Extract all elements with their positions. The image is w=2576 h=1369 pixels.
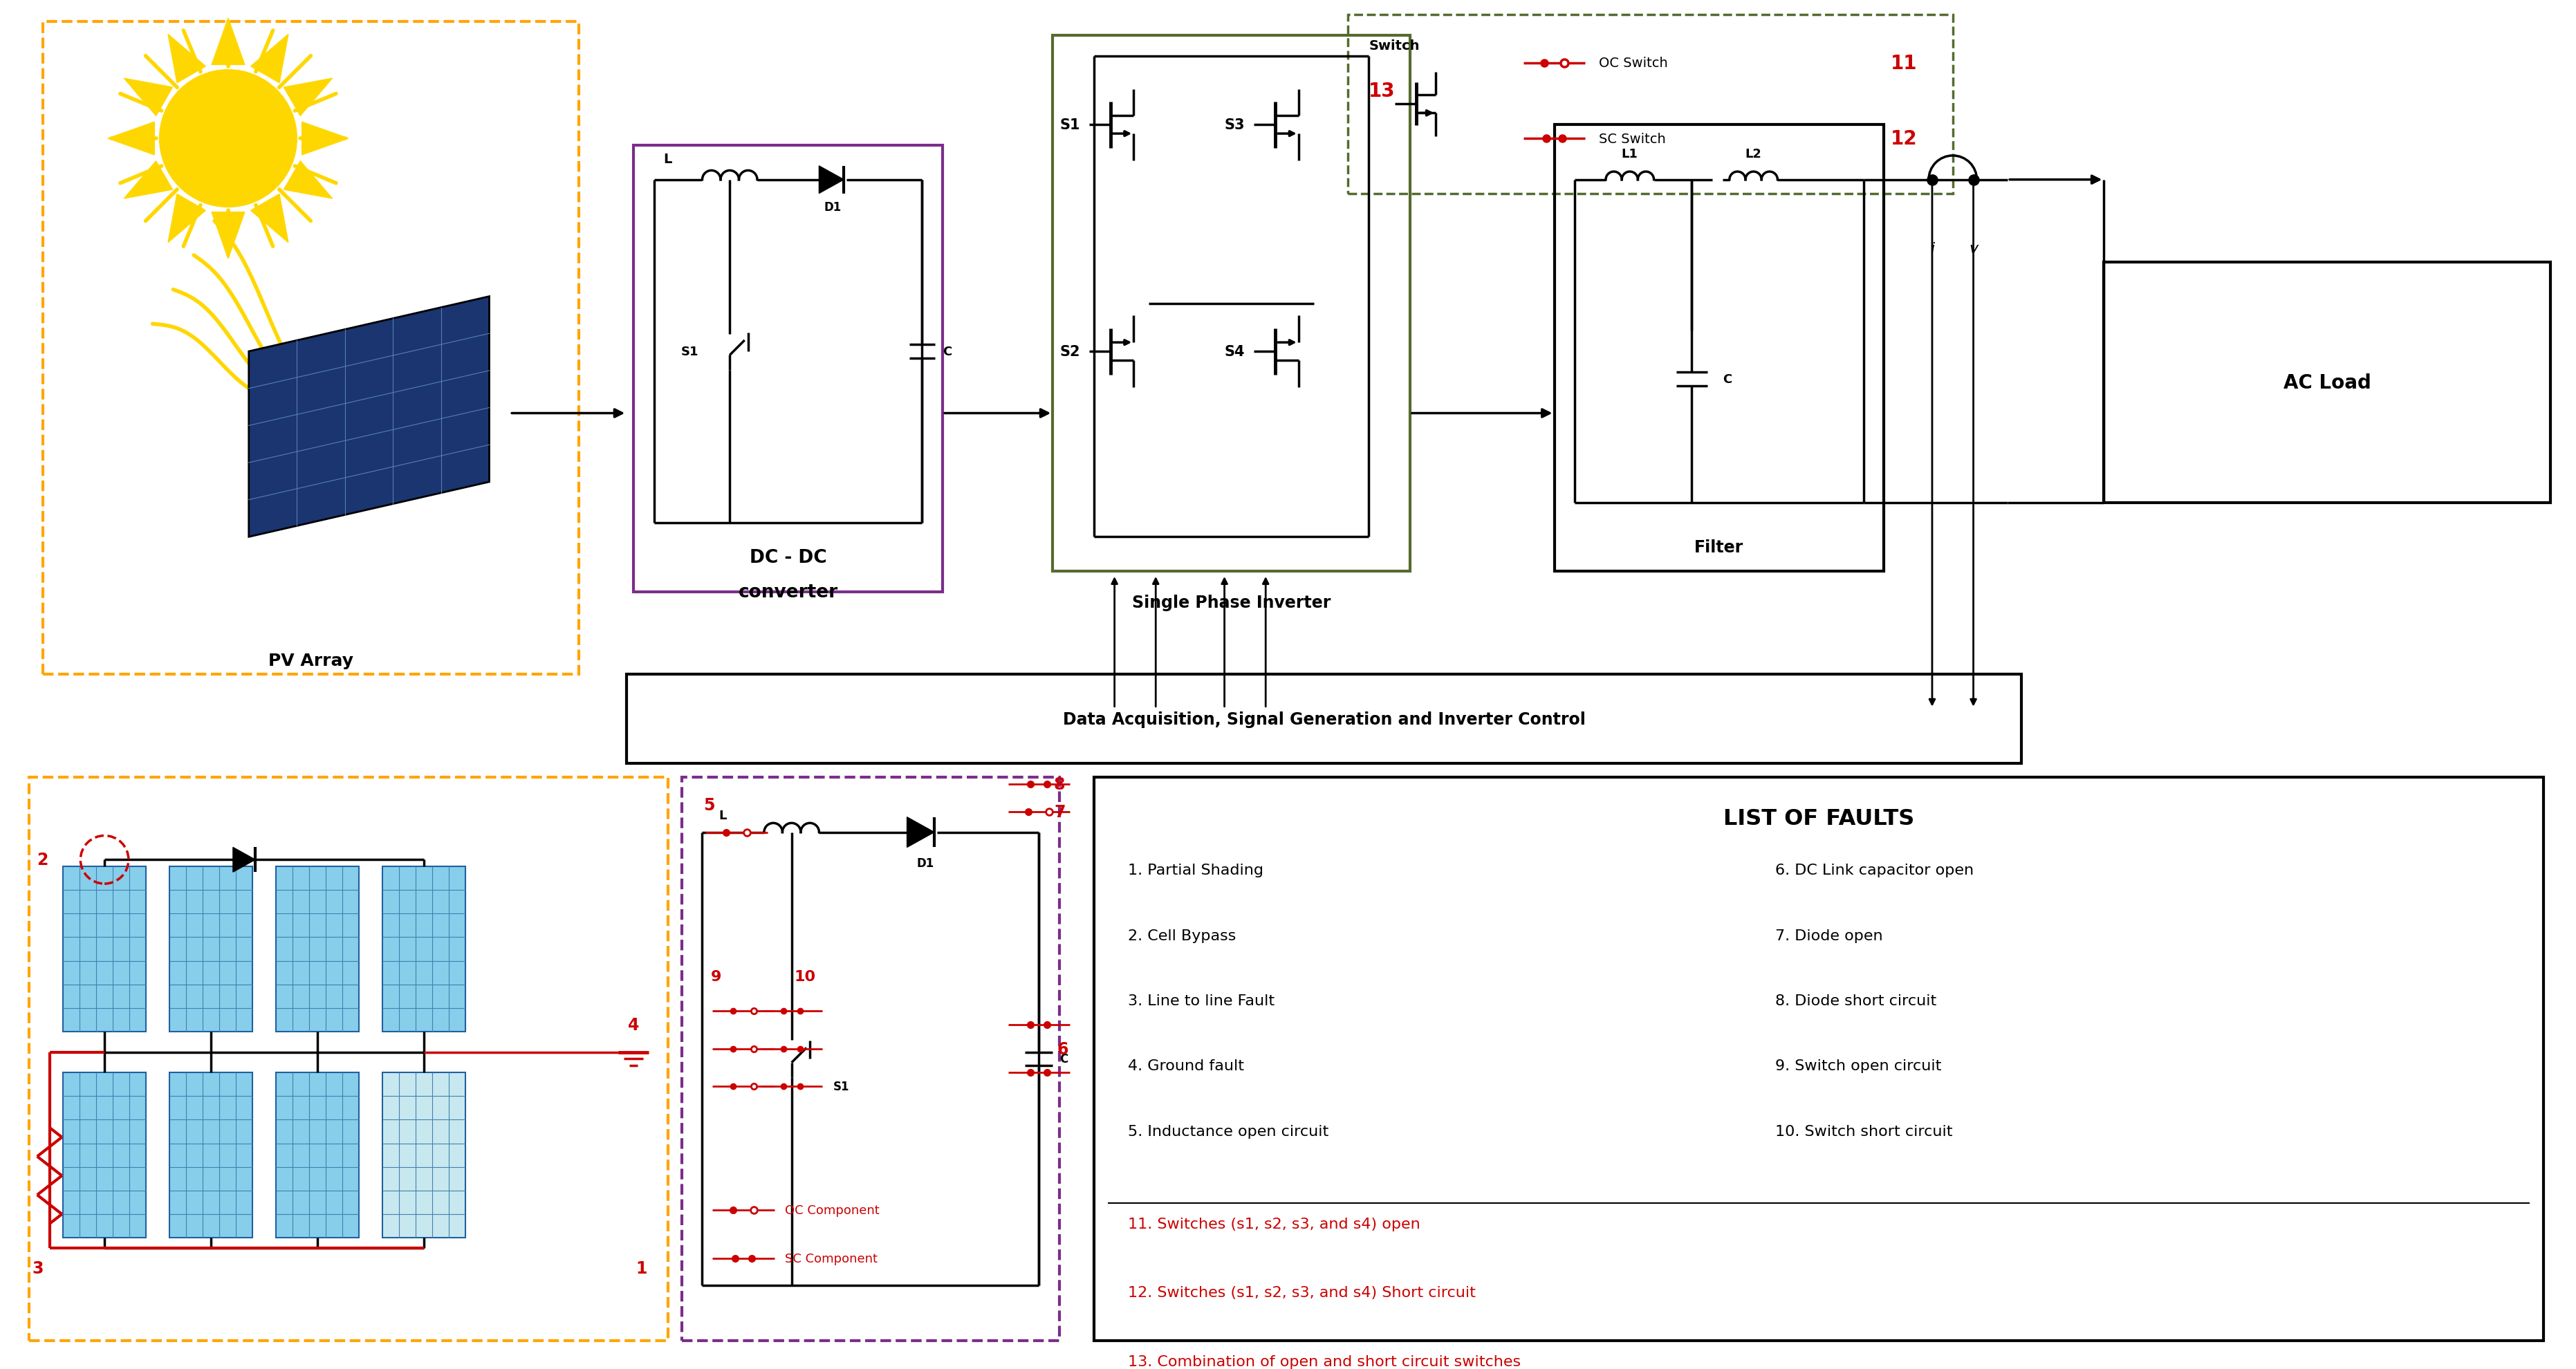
Text: 8: 8	[1054, 776, 1066, 793]
Text: 5: 5	[703, 797, 714, 813]
Polygon shape	[250, 297, 489, 537]
Bar	[1553, 125, 1883, 571]
Polygon shape	[211, 19, 245, 66]
Text: Filter: Filter	[1695, 539, 1744, 556]
Text: DC - DC: DC - DC	[750, 549, 827, 567]
Polygon shape	[124, 79, 173, 116]
Bar	[1095, 778, 2543, 1340]
Circle shape	[160, 70, 296, 208]
Text: AC Load: AC Load	[2282, 372, 2370, 393]
Bar	[384, 867, 466, 1032]
Text: 10. Switch short circuit: 10. Switch short circuit	[1775, 1124, 1953, 1138]
Text: L: L	[719, 809, 726, 821]
Text: 11. Switches (s1, s2, s3, and s4) open: 11. Switches (s1, s2, s3, and s4) open	[1128, 1217, 1419, 1231]
Text: 2. Cell Bypass: 2. Cell Bypass	[1128, 928, 1236, 942]
Text: 12: 12	[1891, 129, 1917, 149]
Text: i: i	[1929, 242, 1935, 256]
Text: 1: 1	[636, 1259, 647, 1277]
Text: 5. Inductance open circuit: 5. Inductance open circuit	[1128, 1124, 1329, 1138]
Text: C: C	[1059, 1053, 1069, 1065]
Text: S1: S1	[1059, 118, 1079, 133]
Bar	[634, 146, 943, 593]
Text: 13. Combination of open and short circuit switches: 13. Combination of open and short circui…	[1128, 1354, 1522, 1368]
Polygon shape	[124, 162, 173, 199]
Text: D1: D1	[824, 201, 842, 214]
Text: 2: 2	[36, 852, 49, 868]
Bar	[64, 867, 147, 1032]
Polygon shape	[108, 122, 155, 156]
Bar	[626, 675, 2022, 764]
Text: C: C	[1723, 374, 1731, 386]
Bar	[1347, 15, 1953, 194]
Text: L1: L1	[1620, 148, 1638, 160]
Text: 7. Diode open: 7. Diode open	[1775, 928, 1883, 942]
Text: OC Component: OC Component	[786, 1203, 878, 1216]
Bar	[44, 22, 580, 675]
Polygon shape	[211, 212, 245, 259]
Text: 3. Line to line Fault: 3. Line to line Fault	[1128, 994, 1275, 1008]
Text: S3: S3	[1224, 118, 1244, 133]
Text: Data Acquisition, Signal Generation and Inverter Control: Data Acquisition, Signal Generation and …	[1064, 711, 1584, 727]
Bar	[64, 1073, 147, 1238]
Polygon shape	[907, 817, 935, 847]
Text: L: L	[665, 153, 672, 166]
Text: S1: S1	[832, 1080, 850, 1092]
Polygon shape	[283, 162, 332, 199]
Text: OC Switch: OC Switch	[1600, 57, 1667, 70]
Text: v: v	[1968, 242, 1978, 256]
Polygon shape	[167, 36, 206, 84]
Text: 6: 6	[1056, 1040, 1069, 1057]
Polygon shape	[283, 79, 332, 116]
Text: PV Array: PV Array	[268, 653, 353, 669]
Text: S1: S1	[680, 345, 698, 359]
Text: 6. DC Link capacitor open: 6. DC Link capacitor open	[1775, 864, 1973, 878]
Polygon shape	[301, 122, 348, 156]
Text: 7: 7	[1054, 804, 1066, 820]
Text: 13: 13	[1368, 81, 1396, 100]
Text: 10: 10	[793, 969, 817, 983]
Text: 4: 4	[629, 1016, 639, 1034]
Bar	[276, 1073, 358, 1238]
Bar	[2105, 263, 2550, 502]
Polygon shape	[167, 194, 206, 244]
Bar	[276, 867, 358, 1032]
Text: 11: 11	[1891, 53, 1917, 73]
Text: L2: L2	[1747, 148, 1762, 160]
Text: Switch: Switch	[1368, 40, 1419, 53]
Bar	[170, 1073, 252, 1238]
Bar	[170, 867, 252, 1032]
Text: S4: S4	[1224, 345, 1244, 359]
Bar	[683, 778, 1059, 1340]
Text: 8. Diode short circuit: 8. Diode short circuit	[1775, 994, 1937, 1008]
Text: C: C	[943, 345, 953, 359]
Text: S2: S2	[1059, 345, 1079, 359]
Bar	[1054, 36, 1409, 571]
Polygon shape	[250, 36, 289, 84]
Text: Single Phase Inverter: Single Phase Inverter	[1131, 594, 1332, 611]
Text: 9: 9	[711, 969, 721, 983]
Polygon shape	[250, 194, 289, 244]
Text: D1: D1	[917, 857, 935, 869]
Text: 12. Switches (s1, s2, s3, and s4) Short circuit: 12. Switches (s1, s2, s3, and s4) Short …	[1128, 1285, 1476, 1299]
Text: 3: 3	[33, 1259, 44, 1277]
Text: SC Switch: SC Switch	[1600, 133, 1667, 145]
Text: 1. Partial Shading: 1. Partial Shading	[1128, 864, 1265, 878]
Text: SC Component: SC Component	[786, 1251, 878, 1265]
Polygon shape	[819, 167, 845, 194]
Text: 4. Ground fault: 4. Ground fault	[1128, 1060, 1244, 1073]
Bar	[28, 778, 667, 1340]
Bar	[384, 1073, 466, 1238]
Text: converter: converter	[739, 583, 837, 601]
Text: 9. Switch open circuit: 9. Switch open circuit	[1775, 1060, 1942, 1073]
Polygon shape	[232, 847, 255, 872]
Text: LIST OF FAULTS: LIST OF FAULTS	[1723, 808, 1914, 830]
